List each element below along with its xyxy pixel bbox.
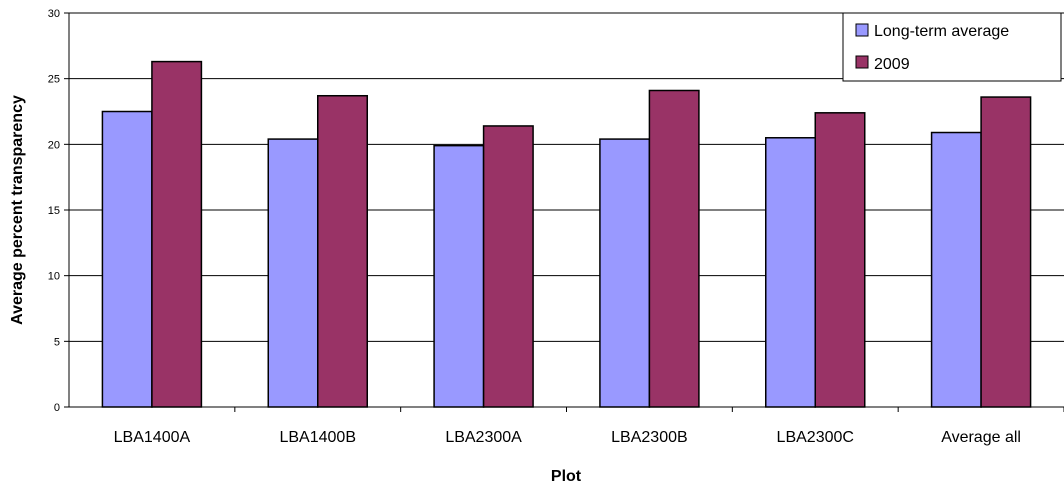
bar-2009-lba2300c: [814, 112, 866, 408]
y-tick-label: 30: [48, 8, 60, 20]
x-tick-label: Average all: [941, 429, 1021, 446]
bar-long-term-average-lba1400b: [267, 138, 319, 408]
y-tick-label: 20: [48, 139, 60, 151]
y-tick-label: 25: [48, 74, 60, 86]
legend-label-long-term-average: Long-term average: [874, 23, 1009, 40]
bar-long-term-average-lba1400a: [101, 110, 153, 408]
x-tick-label: LBA2300C: [777, 429, 854, 446]
bar-long-term-average-lba2300b: [599, 138, 651, 408]
x-tick-label: LBA2300A: [445, 429, 522, 446]
bar-2009-average-all: [980, 96, 1032, 408]
legend: Long-term average 2009: [842, 12, 1062, 82]
y-tick-label: 5: [54, 336, 60, 348]
axes: [64, 12, 1064, 412]
bars: [101, 60, 1032, 408]
legend-swatch-2009: [855, 55, 869, 69]
bar-2009-lba1400a: [151, 60, 203, 408]
x-axis-title: Plot: [551, 468, 582, 485]
y-tick-label: 10: [48, 271, 60, 283]
gridlines: [69, 12, 1064, 342]
x-tick-label: LBA1400B: [279, 429, 356, 446]
bar-2009-lba1400b: [317, 94, 368, 408]
legend-box: [842, 12, 1062, 82]
y-tick-labels: 0 5 10 15 20 25 30: [48, 8, 60, 414]
bar-long-term-average-lba2300a: [433, 144, 485, 408]
y-tick-label: 0: [54, 402, 60, 414]
y-tick-label: 15: [48, 205, 60, 217]
x-tick-label: LBA2300B: [611, 429, 688, 446]
bar-2009-lba2300a: [482, 125, 534, 408]
legend-swatch-long-term-average: [855, 23, 869, 37]
bar-2009-lba2300b: [648, 89, 700, 408]
y-axis-title: Average percent transparency: [9, 95, 26, 325]
legend-label-2009: 2009: [874, 56, 910, 73]
bar-long-term-average-lba2300c: [765, 137, 816, 408]
x-tick-labels: LBA1400A LBA1400B LBA2300A LBA2300B LBA2300C…: [114, 429, 1021, 446]
x-tick-label: LBA1400A: [114, 429, 191, 446]
bar-long-term-average-average-all: [930, 131, 982, 408]
